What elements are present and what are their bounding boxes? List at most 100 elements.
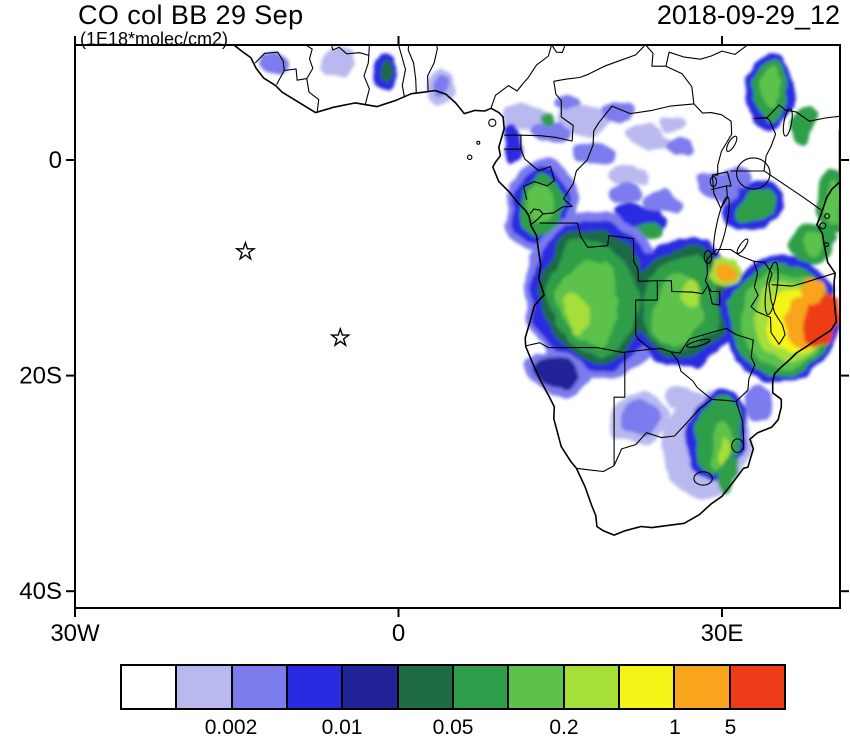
country-border: [635, 280, 658, 350]
colorbar-tick-label: 0.05: [432, 716, 474, 739]
country-border: [525, 342, 672, 353]
colorbar-cell: [673, 664, 731, 710]
country-border: [284, 68, 307, 81]
colorbar-cell: [341, 664, 399, 710]
x-tick-label-30e: 30E: [701, 620, 744, 647]
co-plume-blob: [533, 358, 579, 387]
country-border: [771, 272, 835, 287]
country-border: [711, 171, 732, 210]
co-plume-blob: [716, 459, 740, 495]
co-plume-blob: [619, 401, 661, 434]
lake-outline: [764, 261, 779, 316]
co-plume-blob: [557, 96, 581, 112]
colorbar-cell: [728, 664, 786, 710]
country-border: [576, 465, 615, 473]
island-outline: [488, 118, 497, 127]
co-plume-blob: [742, 382, 775, 426]
y-tick-label-20s: 20S: [19, 363, 62, 390]
country-border: [613, 353, 626, 466]
country-border: [763, 170, 822, 211]
co-plume-blob: [793, 107, 815, 144]
y-tick-label-40s: 40S: [19, 578, 62, 605]
country-border: [553, 45, 646, 142]
co-plume-blob: [627, 123, 671, 149]
co-plume-blob: [722, 165, 755, 187]
colorbar: 0.002 0.01 0.05 0.2 1 5: [120, 664, 786, 750]
co-plume-blob: [260, 52, 289, 78]
co-plume-blob: [433, 73, 451, 98]
colorbar-cell: [230, 664, 288, 710]
co-plume-blob: [320, 45, 356, 79]
lake-outline: [703, 249, 713, 265]
colorbar-cell: [120, 664, 178, 710]
country-border: [407, 45, 417, 94]
co-plume-blob: [660, 114, 687, 130]
country-border: [670, 351, 713, 400]
lake-outline: [736, 157, 771, 190]
axis-tick-labels: 0 20S 40S 30W 0 30E: [19, 147, 743, 647]
country-border: [306, 78, 320, 114]
island-outline: [466, 154, 473, 161]
axis-ticks: [66, 36, 849, 617]
map-plot: 0 20S 40S 30W 0 30E: [19, 36, 849, 647]
co-plume-blob: [537, 113, 553, 125]
co-plume-layer: [260, 45, 840, 500]
co-plume-blob: [736, 189, 777, 223]
colorbar-cell: [562, 664, 620, 710]
co-plume-blob: [607, 182, 643, 203]
country-border: [754, 104, 786, 120]
y-tick-label-0: 0: [49, 147, 62, 174]
star-marker: [234, 240, 256, 261]
co-plume-blob: [716, 440, 730, 466]
lake-outline: [713, 196, 730, 256]
co-plume-blob: [762, 69, 781, 109]
country-border: [490, 45, 553, 109]
country-border: [304, 45, 314, 79]
colorbar-tick-label: 5: [724, 716, 737, 739]
co-plume-blob: [565, 292, 590, 338]
country-border: [598, 103, 694, 123]
lake-outline: [686, 338, 711, 348]
country-border: [551, 45, 566, 53]
enclave-border: [693, 471, 713, 486]
co-plume-blob: [606, 163, 648, 185]
plot-units: (1E18*molec/cm2): [80, 29, 229, 49]
co-plume-blob: [379, 60, 393, 81]
lake-outline: [782, 107, 793, 137]
country-border: [644, 45, 695, 104]
country-border: [665, 45, 749, 67]
island-outline: [824, 213, 831, 220]
colorbar-cell: [285, 664, 344, 710]
colorbar-cell: [396, 664, 454, 710]
map-frame: [74, 44, 841, 609]
country-border: [706, 248, 755, 262]
country-border: [539, 222, 658, 282]
country-border: [613, 398, 713, 466]
lake-outline: [709, 176, 718, 188]
colorbar-labels: 0.002 0.01 0.05 0.2 1 5: [120, 710, 786, 742]
country-border: [785, 109, 840, 122]
colorbar-cell: [451, 664, 510, 710]
country-border: [711, 185, 727, 191]
island-outline: [476, 140, 481, 145]
colorbar-cell: [507, 664, 565, 710]
co-plume-blob: [824, 179, 840, 223]
co-plume-blob: [716, 262, 735, 282]
plot-timestamp: 2018-09-29_12: [656, 0, 840, 30]
colorbar-tick-label: 0.2: [549, 716, 579, 739]
x-tick-label-30w: 30W: [50, 620, 100, 647]
country-border: [657, 259, 721, 306]
x-tick-label-0: 0: [392, 620, 405, 647]
co-plume-blob: [503, 122, 523, 164]
country-border: [254, 51, 285, 85]
colorbar-tick-label: 1: [669, 716, 681, 739]
africa-coastline: [233, 45, 840, 536]
country-border: [726, 327, 756, 391]
co-plume-blob: [575, 142, 617, 165]
colorbar-cell: [617, 664, 676, 710]
country-border: [711, 389, 749, 403]
star-marker: [329, 326, 351, 348]
country-border: [504, 134, 573, 142]
station-markers-layer: [234, 240, 351, 348]
co-plume-blob: [799, 232, 826, 256]
